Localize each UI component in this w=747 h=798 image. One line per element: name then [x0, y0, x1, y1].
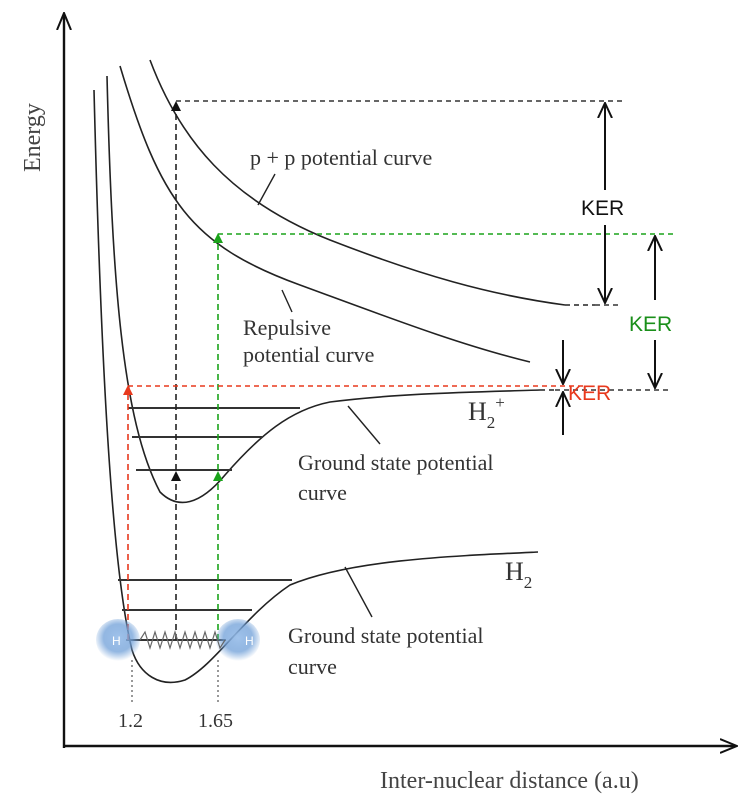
h2-neutral-label: H2 — [505, 557, 532, 592]
atom-right-symbol: H — [245, 634, 254, 648]
pp-curve-label: p + p potential curve — [250, 145, 432, 170]
neutral-ground-label-line1: Ground state potential — [288, 623, 484, 648]
ion-ground-curve — [106, 75, 541, 504]
pp-label-pointer — [257, 173, 276, 206]
ion-ground-label-line1: Ground state potential — [298, 450, 494, 475]
hydrogen-atom-right — [216, 619, 260, 661]
repulsive-curve-label-line2: potential curve — [243, 342, 374, 367]
neutral-ground-label-pointer — [344, 566, 373, 618]
repulsive-curve-label-line1: Repulsive — [243, 315, 331, 340]
distance-label-right: 1.65 — [198, 710, 233, 732]
green-ker-label: KER — [629, 313, 672, 336]
ion-ground-label-pointer — [347, 405, 381, 445]
distance-label-left: 1.2 — [118, 710, 143, 732]
h2-ion-label: H2+ — [468, 393, 505, 432]
ion-ground-label-line2: curve — [298, 480, 347, 505]
neutral-ground-label-line2: curve — [288, 654, 337, 679]
red-ker-label: KER — [568, 382, 611, 405]
neutral-ground-curve — [93, 89, 539, 684]
hydrogen-atom-left — [96, 619, 140, 661]
atom-left-symbol: H — [112, 634, 121, 648]
spring-icon — [139, 629, 226, 651]
repulsive-label-pointer — [281, 289, 293, 313]
pp-potential-curve — [149, 59, 566, 306]
repulsive-potential-curve — [119, 65, 531, 363]
y-axis-label: Energy — [20, 103, 46, 172]
h2-molecule-illustration: H H — [96, 619, 260, 661]
black-ker-label: KER — [581, 197, 624, 220]
x-axis-label: Inter-nuclear distance (a.u) — [380, 768, 639, 794]
